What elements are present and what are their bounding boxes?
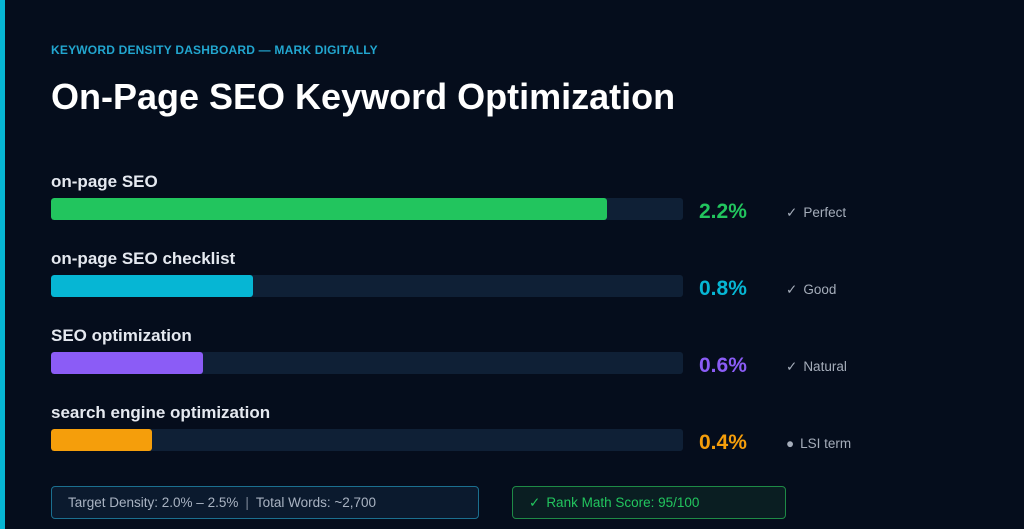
total-words-text: Total Words: ~2,700 [255,495,377,510]
status-text: Natural [803,359,847,374]
rank-math-score-text: Rank Math Score: 95/100 [546,495,700,510]
keyword-row: search engine optimization 0.4% ● LSI term [51,403,991,463]
density-value-label: 0.6% [699,354,747,377]
dashboard-subtitle: KEYWORD DENSITY DASHBOARD — MARK DIGITAL… [51,43,378,57]
keyword-label: on-page SEO [51,172,158,191]
page-title: On-Page SEO Keyword Optimization [51,76,676,117]
density-value-label: 0.8% [699,277,747,300]
target-density-box: Target Density: 2.0% – 2.5% | Total Word… [51,486,479,519]
density-status: ✓ Perfect [786,205,846,221]
check-icon: ✓ [786,359,798,374]
target-density-text: Target Density: 2.0% – 2.5% [68,495,239,510]
density-bar [51,352,203,374]
keyword-label: on-page SEO checklist [51,249,236,268]
density-status: ✓ Natural [786,359,847,375]
status-text: Good [803,282,837,297]
status-text: Perfect [803,205,847,220]
check-icon: ✓ [786,282,798,297]
rank-math-score-box: ✓ Rank Math Score: 95/100 [512,486,786,519]
density-status: ✓ Good [786,282,836,298]
check-icon: ✓ [786,205,798,220]
keyword-row: SEO optimization 0.6% ✓ Natural [51,326,991,386]
keyword-label: search engine optimization [51,403,271,422]
keyword-label: SEO optimization [51,326,192,345]
density-bar [51,275,253,297]
check-icon: ✓ [529,494,541,510]
density-track [51,198,683,220]
footer-separator: | [245,495,249,510]
density-track [51,429,683,451]
keyword-row: on-page SEO 2.2% ✓ Perfect [51,172,991,232]
accent-bar [0,0,5,529]
density-track [51,275,683,297]
dot-icon: ● [786,436,795,451]
status-text: LSI term [800,436,852,451]
density-track [51,352,683,374]
density-bar [51,198,607,220]
density-value-label: 0.4% [699,431,747,454]
keyword-row: on-page SEO checklist 0.8% ✓ Good [51,249,991,309]
density-status: ● LSI term [786,436,851,451]
density-value-label: 2.2% [699,200,747,223]
density-bar [51,429,152,451]
